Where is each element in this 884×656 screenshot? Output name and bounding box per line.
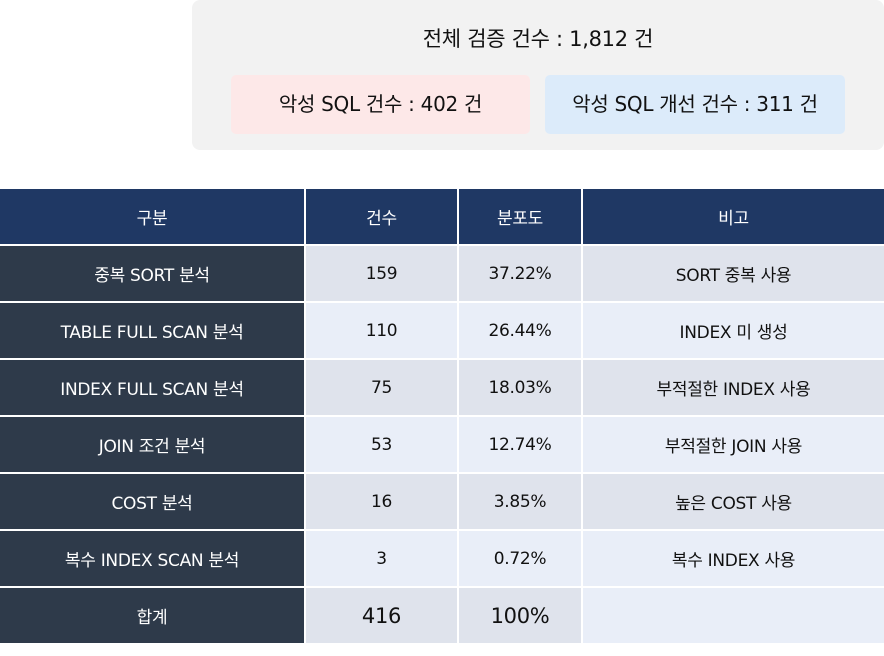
improved-sql-count-badge: 악성 SQL 개선 건수 : 311 건: [545, 75, 845, 134]
bad-sql-count-badge: 악성 SQL 건수 : 402 건: [231, 75, 530, 134]
row-count: 16: [304, 472, 459, 531]
row-category: 중복 SORT 분석: [0, 244, 306, 303]
total-verified-count: 전체 검증 건수 : 1,812 건: [422, 27, 654, 51]
total-row: 합계 416 100%: [0, 586, 884, 645]
row-remark: INDEX 미 생성: [581, 301, 884, 360]
row-count: 75: [304, 358, 459, 417]
total-distribution: 100%: [457, 586, 583, 645]
row-category: TABLE FULL SCAN 분석: [0, 301, 306, 360]
row-remark: 부적절한 JOIN 사용: [581, 415, 884, 474]
table-row: COST 분석 16 3.85% 높은 COST 사용: [0, 472, 884, 531]
row-remark: 복수 INDEX 사용: [581, 529, 884, 588]
header-remark: 비고: [581, 189, 884, 246]
row-count: 159: [304, 244, 459, 303]
header-category: 구분: [0, 189, 306, 246]
row-distribution: 0.72%: [457, 529, 583, 588]
row-count: 53: [304, 415, 459, 474]
summary-panel: 전체 검증 건수 : 1,812 건 악성 SQL 건수 : 402 건 악성 …: [192, 0, 884, 150]
total-count: 416: [304, 586, 459, 645]
table-header-row: 구분 건수 분포도 비고: [0, 189, 884, 246]
header-distribution: 분포도: [457, 189, 583, 246]
row-category: COST 분석: [0, 472, 306, 531]
row-distribution: 26.44%: [457, 301, 583, 360]
table-row: INDEX FULL SCAN 분석 75 18.03% 부적절한 INDEX …: [0, 358, 884, 417]
row-count: 3: [304, 529, 459, 588]
total-label: 합계: [0, 586, 306, 645]
row-distribution: 3.85%: [457, 472, 583, 531]
table-row: JOIN 조건 분석 53 12.74% 부적절한 JOIN 사용: [0, 415, 884, 474]
table-row: 복수 INDEX SCAN 분석 3 0.72% 복수 INDEX 사용: [0, 529, 884, 588]
row-category: JOIN 조건 분석: [0, 415, 306, 474]
row-distribution: 12.74%: [457, 415, 583, 474]
row-count: 110: [304, 301, 459, 360]
row-category: 복수 INDEX SCAN 분석: [0, 529, 306, 588]
header-count: 건수: [304, 189, 459, 246]
row-category: INDEX FULL SCAN 분석: [0, 358, 306, 417]
row-distribution: 18.03%: [457, 358, 583, 417]
analysis-table: 구분 건수 분포도 비고 중복 SORT 분석 159 37.22% SORT …: [0, 189, 884, 645]
row-remark: SORT 중복 사용: [581, 244, 884, 303]
row-remark: 부적절한 INDEX 사용: [581, 358, 884, 417]
total-remark: [581, 586, 884, 645]
table-row: TABLE FULL SCAN 분석 110 26.44% INDEX 미 생성: [0, 301, 884, 360]
row-distribution: 37.22%: [457, 244, 583, 303]
table-row: 중복 SORT 분석 159 37.22% SORT 중복 사용: [0, 244, 884, 303]
row-remark: 높은 COST 사용: [581, 472, 884, 531]
